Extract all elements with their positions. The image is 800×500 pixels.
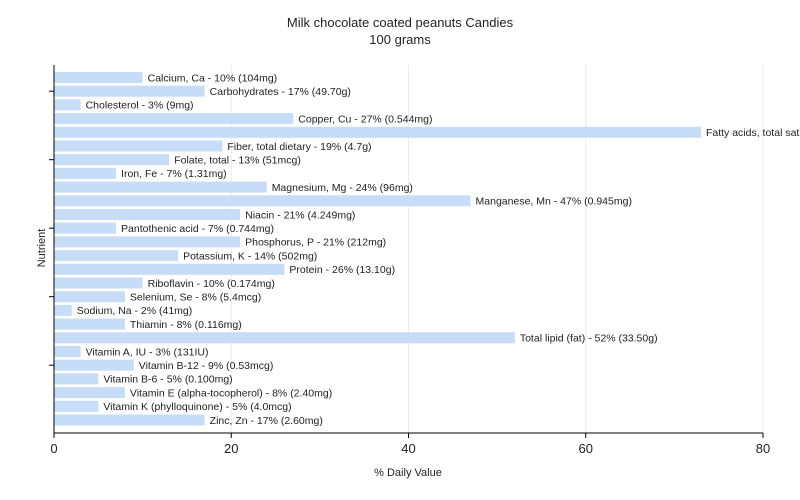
grid-lines [230,65,764,433]
bar [54,222,117,234]
bar [54,304,72,316]
x-tick-label: 80 [756,441,770,456]
bar [54,263,285,275]
bar-value-label: Fiber, total dietary - 19% (4.7g) [227,141,371,153]
bar [54,414,205,426]
data-labels: Calcium, Ca - 10% (104mg) Carbohydrates -… [77,72,800,427]
bar [54,291,125,303]
bar [54,387,125,399]
bar [54,99,81,111]
bar-value-label: Thiamin - 8% (0.116mg) [130,319,242,331]
bar-value-label: Riboflavin - 10% (0.174mg) [148,278,275,290]
bar [54,236,241,248]
bar-value-label: Calcium, Ca - 10% (104mg) [148,72,278,84]
bar [54,85,205,97]
bar-value-label: Vitamin B-12 - 9% (0.53mcg) [139,360,274,372]
bar-value-label: Total lipid (fat) - 52% (33.50g) [520,333,658,345]
bar-value-label: Vitamin A, IU - 3% (131IU) [86,346,209,358]
bar [54,332,515,344]
bar [54,195,471,207]
bar [54,140,223,152]
axes: 0 20 40 60 80 [49,65,770,456]
bar [54,72,143,83]
bar-value-label: Manganese, Mn - 47% (0.945mg) [476,196,632,208]
bar [54,126,701,138]
bar-value-label: Protein - 26% (13.10g) [289,264,395,276]
bar-value-label: Pantothenic acid - 7% (0.744mg) [121,223,274,235]
bar-value-label: Vitamin K (phylloquinone) - 5% (4.0mcg) [103,401,291,413]
bars [54,72,701,426]
bar-value-label: Cholesterol - 3% (9mg) [86,100,194,112]
bar-value-label: Copper, Cu - 27% (0.544mg) [298,113,432,125]
bar-value-label: Zinc, Zn - 17% (2.60mg) [210,415,323,427]
chart-subtitle: 100 grams [369,32,431,47]
bar [54,181,267,193]
bar-value-label: Phosphorus, P - 21% (212mg) [245,237,386,249]
bar [54,113,294,125]
bar [54,167,117,179]
bar [54,359,134,371]
bar [54,250,179,262]
bar [54,209,241,220]
bar-value-label: Fatty acids, total saturated - 73% (14.6… [706,127,800,139]
bar-value-label: Potassium, K - 14% (502mg) [183,250,317,262]
bar-value-label: Niacin - 21% (4.249mg) [245,209,355,221]
bar [54,277,143,289]
bar-value-label: Vitamin E (alpha-tocopherol) - 8% (2.40m… [130,387,332,399]
x-tick-label: 0 [50,441,57,456]
bar [54,154,170,166]
x-tick-label: 60 [579,441,593,456]
bar-value-label: Carbohydrates - 17% (49.70g) [210,86,351,98]
bar-value-label: Magnesium, Mg - 24% (96mg) [272,182,413,194]
bar-value-label: Sodium, Na - 2% (41mg) [77,305,193,317]
bar-value-label: Folate, total - 13% (51mcg) [174,155,301,167]
y-axis-label: Nutrient [36,229,48,268]
bar-value-label: Selenium, Se - 8% (5.4mcg) [130,292,261,304]
bar [54,373,99,385]
bar-value-label: Iron, Fe - 7% (1.31mg) [121,168,227,180]
x-tick-label: 20 [224,441,238,456]
bar [54,400,99,412]
x-axis-label: % Daily Value [374,467,442,479]
bar [54,346,81,357]
chart-title: Milk chocolate coated peanuts Candies [287,15,514,30]
bar-value-label: Vitamin B-6 - 5% (0.100mg) [103,374,232,386]
x-tick-label: 40 [401,441,415,456]
bar [54,318,125,330]
